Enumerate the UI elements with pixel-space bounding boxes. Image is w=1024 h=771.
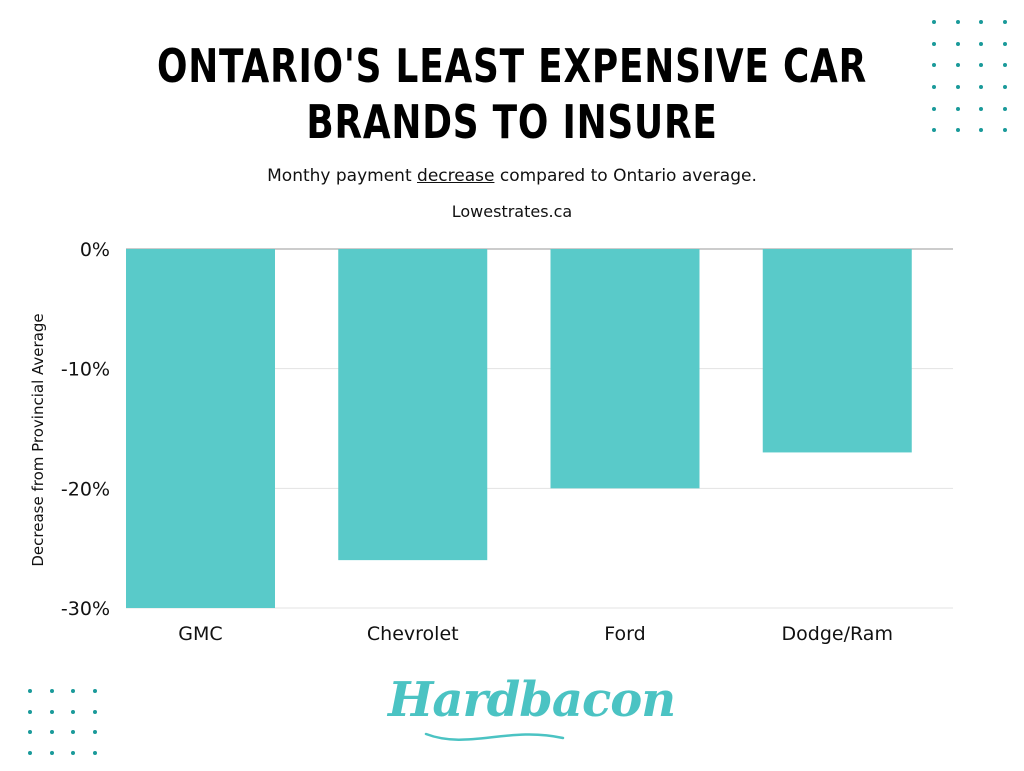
decorative-dot [932, 20, 936, 24]
bar-gmc [126, 249, 275, 608]
decorative-dot-grid-bottom [28, 689, 114, 771]
decorative-dot [49, 730, 54, 734]
title-line-1: ONTARIO'S LEAST EXPENSIVE CAR [156, 39, 868, 93]
x-tick-label: Chevrolet [367, 623, 459, 645]
decorative-dot [955, 41, 960, 46]
decorative-dot [71, 689, 75, 693]
decorative-dot [979, 85, 983, 90]
decorative-dot [979, 63, 983, 68]
decorative-dot [28, 730, 32, 734]
y-tick-label: 0% [80, 239, 110, 261]
title-line-2: BRANDS TO INSURE [306, 95, 718, 149]
decorative-dot [979, 106, 983, 111]
decorative-dot [955, 20, 960, 24]
decorative-dot [71, 730, 75, 734]
x-tick-label: Ford [604, 623, 645, 645]
decorative-dot [955, 85, 960, 90]
decorative-dot [932, 63, 936, 68]
bar-chevrolet [338, 249, 488, 561]
decorative-dot [1002, 20, 1007, 24]
decorative-dot [92, 709, 97, 714]
decorative-dot [49, 709, 54, 714]
chart-title: ONTARIO'S LEAST EXPENSIVE CAR BRANDS TO … [113, 38, 912, 150]
chart-subtitle: Monthy payment decrease compared to Onta… [0, 166, 1024, 186]
y-tick-labels: 0% -10% -20% -30% [61, 239, 110, 620]
decorative-dot [92, 689, 97, 693]
decorative-dot [1002, 41, 1007, 46]
decorative-dot [932, 41, 936, 46]
decorative-dot [1002, 106, 1007, 111]
decorative-dot [932, 85, 936, 90]
decorative-dot [92, 730, 97, 734]
x-tick-label: GMC [178, 623, 222, 645]
subtitle-text-start: Monthy payment [267, 166, 418, 186]
decorative-dot [49, 689, 54, 693]
subtitle-text-end: compared to Ontario average. [494, 166, 757, 186]
decorative-dot [1002, 63, 1007, 68]
bar-dodge-ram [762, 249, 912, 453]
bar-ford [550, 249, 700, 489]
decorative-dot [92, 750, 97, 755]
decorative-dot [49, 750, 54, 755]
decorative-dot [28, 750, 32, 755]
bars [126, 249, 912, 608]
subtitle-underlined-word: decrease [417, 166, 495, 186]
decorative-dot [955, 106, 960, 111]
x-tick-labels: GMC Chevrolet Ford Dodge/Ram [178, 623, 893, 645]
decorative-dot [71, 750, 75, 755]
decorative-dot [932, 128, 936, 133]
y-tick-label: -10% [61, 359, 110, 381]
decorative-dot [979, 41, 983, 46]
y-tick-label: -30% [61, 598, 110, 620]
decorative-dot [71, 709, 75, 714]
decorative-dot [979, 20, 983, 24]
decorative-dot [932, 106, 936, 111]
decorative-dot [979, 128, 983, 133]
y-tick-label: -20% [61, 478, 110, 500]
logo-swash [424, 732, 565, 741]
decorative-dot [1002, 85, 1007, 90]
logo-wordmark: Hardbacon [388, 672, 676, 728]
x-tick-label: Dodge/Ram [782, 623, 893, 645]
source-label: Lowestrates.ca [451, 202, 573, 221]
decorative-dot [955, 128, 960, 133]
hardbacon-logo: Hardbacon [388, 668, 676, 750]
decorative-dot [28, 689, 32, 693]
decorative-dot [955, 63, 960, 68]
decorative-dot [28, 709, 32, 714]
decorative-dot-grid-top [932, 20, 1024, 150]
decorative-dot [1002, 128, 1007, 133]
